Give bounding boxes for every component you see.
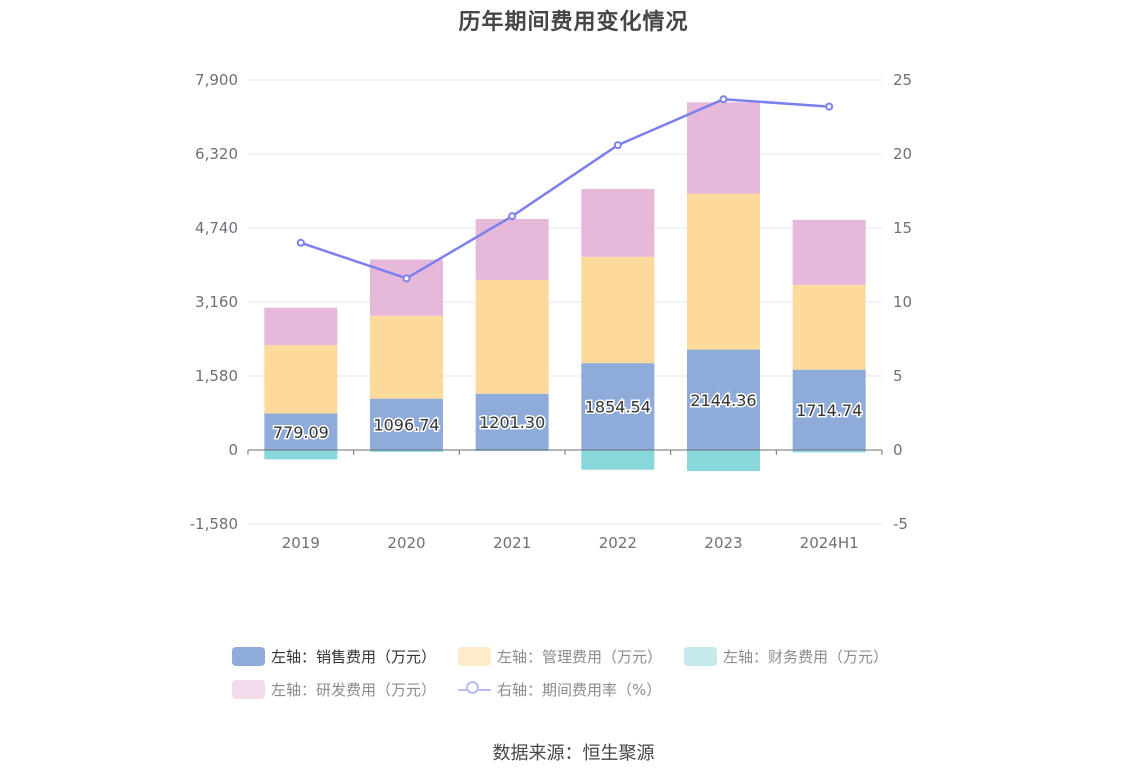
bar-segment bbox=[792, 219, 866, 285]
legend-item-finance[interactable]: 左轴：财务费用（万元） bbox=[684, 646, 888, 667]
bar-data-label: 2144.36 bbox=[690, 391, 756, 410]
bar-segment bbox=[687, 450, 760, 472]
legend-swatch-admin bbox=[458, 647, 492, 666]
legend-row-1: 左轴：销售费用（万元） 左轴：管理费用（万元） 左轴：财务费用（万元） bbox=[232, 640, 932, 673]
bar-segment bbox=[581, 188, 655, 257]
x-tick-label: 2023 bbox=[704, 534, 742, 552]
bar-segment bbox=[581, 363, 655, 450]
source-note: 数据来源：恒生聚源 bbox=[492, 743, 655, 764]
rate-line bbox=[300, 97, 830, 280]
y-right-tick-label: 25 bbox=[893, 71, 912, 89]
bar-segment bbox=[687, 102, 760, 194]
chart-title: 历年期间费用变化情况 bbox=[458, 10, 689, 35]
chart-plot: -1,580 0 1,580 3,160 4,740 6,320 7,900 -5 0 5 10 15… bbox=[190, 71, 912, 552]
rate-point bbox=[613, 141, 622, 150]
legend-swatch-sales bbox=[232, 647, 265, 666]
bar-segment bbox=[475, 219, 549, 280]
y-right-tick-label: -5 bbox=[893, 515, 908, 533]
legend-label-admin: 左轴：管理费用（万元） bbox=[497, 648, 663, 666]
chart-legend: 左轴：销售费用（万元） 左轴：管理费用（万元） 左轴：财务费用（万元） 左轴：研… bbox=[232, 640, 932, 706]
bar-segment bbox=[264, 307, 338, 346]
legend-line-icon bbox=[458, 680, 492, 699]
bar-segment bbox=[581, 256, 655, 364]
y-right-tick-label: 10 bbox=[893, 293, 912, 311]
legend-label-finance: 左轴：财务费用（万元） bbox=[723, 648, 889, 666]
bar-segment bbox=[581, 450, 655, 470]
y-left-tick-label: 4,740 bbox=[195, 219, 238, 237]
y-left-tick-label: 3,160 bbox=[195, 293, 238, 311]
bar-segment bbox=[370, 398, 443, 450]
legend-swatch-finance bbox=[684, 647, 718, 666]
bar-segment bbox=[370, 450, 443, 452]
y-left-tick-label: 6,320 bbox=[195, 145, 238, 163]
y-left-tick-label: 7,900 bbox=[195, 71, 238, 89]
bar-segment bbox=[264, 345, 338, 414]
legend-label-rate: 右轴：期间费用率（%） bbox=[497, 681, 662, 699]
bar-segment bbox=[264, 413, 338, 450]
legend-item-rd[interactable]: 左轴：研发费用（万元） bbox=[232, 679, 436, 700]
legend-swatch-rd bbox=[232, 680, 265, 699]
legend-item-rate[interactable]: 右轴：期间费用率（%） bbox=[458, 679, 661, 700]
legend-row-2: 左轴：研发费用（万元） 右轴：期间费用率（%） bbox=[232, 673, 932, 706]
rate-point bbox=[402, 274, 411, 283]
bar-segment bbox=[264, 450, 338, 460]
rate-point bbox=[825, 102, 834, 111]
legend-item-admin[interactable]: 左轴：管理费用（万元） bbox=[458, 646, 662, 667]
y-right-tick-label: 20 bbox=[893, 145, 912, 163]
rate-point bbox=[719, 95, 728, 104]
x-tick-label: 2019 bbox=[282, 534, 320, 552]
x-tick-label: 2020 bbox=[387, 534, 425, 552]
rate-point bbox=[508, 212, 517, 221]
bar-segment bbox=[687, 349, 760, 450]
bar-segment bbox=[475, 279, 549, 394]
y-left-tick-label: -1,580 bbox=[190, 515, 238, 533]
legend-item-sales[interactable]: 左轴：销售费用（万元） bbox=[232, 646, 436, 667]
legend-label-sales: 左轴：销售费用（万元） bbox=[271, 648, 437, 666]
bar-segment bbox=[792, 369, 866, 450]
bar-data-label: 1096.74 bbox=[373, 415, 439, 434]
bar-data-label: 1201.30 bbox=[479, 413, 545, 432]
bar-segment bbox=[475, 393, 549, 450]
bar-data-label: 1714.74 bbox=[796, 401, 862, 420]
y-left-tick-label: 0 bbox=[228, 441, 238, 459]
legend-label-rd: 左轴：研发费用（万元） bbox=[271, 681, 437, 699]
bar-segment bbox=[687, 193, 760, 350]
bar-segment bbox=[792, 284, 866, 370]
bar-segment bbox=[792, 450, 866, 453]
bar-segment bbox=[370, 259, 443, 316]
y-right-tick-label: 0 bbox=[893, 441, 903, 459]
x-tick-label: 2022 bbox=[599, 534, 637, 552]
rate-point bbox=[296, 238, 305, 247]
bar-data-label: 1854.54 bbox=[585, 398, 651, 417]
x-tick-label: 2024H1 bbox=[800, 534, 859, 552]
y-left-tick-label: 1,580 bbox=[195, 367, 238, 385]
bar-data-label: 779.09 bbox=[273, 423, 329, 442]
y-right-tick-label: 5 bbox=[893, 367, 903, 385]
y-right-tick-label: 15 bbox=[893, 219, 912, 237]
bar-segment bbox=[370, 315, 443, 399]
x-tick-label: 2021 bbox=[493, 534, 531, 552]
